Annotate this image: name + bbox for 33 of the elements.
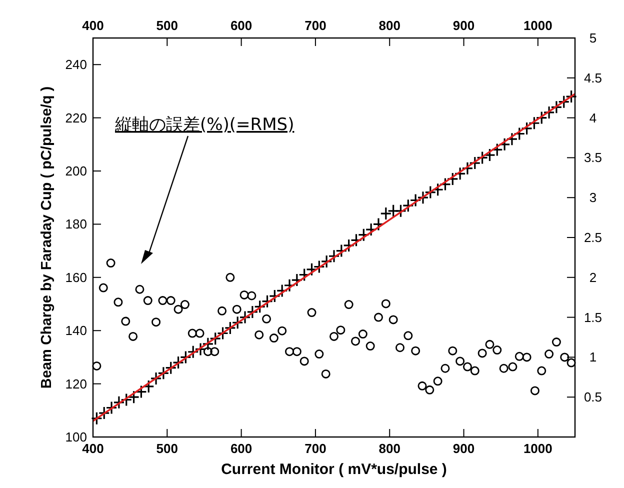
y2-tick-label: 3 [589, 190, 597, 206]
y2-tick-label: 0.5 [584, 390, 602, 405]
y-tick-label: 200 [65, 164, 87, 178]
x2-tick-label: 700 [304, 18, 326, 33]
x-axis-title: Current Monitor ( mV*us/pulse ) [221, 461, 447, 478]
x-tick-label: 700 [304, 441, 326, 456]
y-axis-title: Beam Charge by Faraday Cup ( pC/pulse/q ) [39, 86, 55, 389]
x-tick-label: 500 [156, 441, 178, 456]
y2-tick-label: 1.5 [584, 310, 602, 325]
y2-tick-label: 3.5 [584, 150, 602, 166]
x-tick-label: 900 [452, 441, 475, 456]
y2-tick-label: 5 [589, 30, 597, 46]
y2-tick-label: 2 [589, 270, 597, 285]
y-tick-label: 240 [65, 57, 87, 72]
x-tick-label: 1000 [523, 441, 552, 456]
x2-tick-label: 800 [378, 18, 400, 33]
y-tick-label: 120 [65, 376, 87, 392]
annotation: 縦軸の誤差(%)(=RMS) [114, 115, 294, 135]
y-tick-label: 180 [65, 216, 87, 232]
x2-tick-label: 500 [156, 18, 178, 33]
y2-tick-label: 1 [589, 350, 597, 365]
x2-tick-label: 1000 [523, 18, 552, 33]
x2-tick-label: 600 [230, 18, 252, 33]
x2-tick-label: 400 [82, 18, 104, 33]
x-tick-label: 800 [378, 441, 400, 456]
x2-tick-label: 900 [452, 18, 475, 33]
y2-tick-label: 4 [589, 110, 597, 126]
y2-tick-label: 4.5 [584, 70, 602, 86]
y2-tick-label: 2.5 [584, 230, 602, 245]
y-tick-label: 140 [65, 323, 87, 338]
y-tick-label: 220 [65, 110, 87, 126]
y-tick-label: 160 [65, 270, 87, 285]
x-tick-label: 600 [230, 441, 252, 456]
